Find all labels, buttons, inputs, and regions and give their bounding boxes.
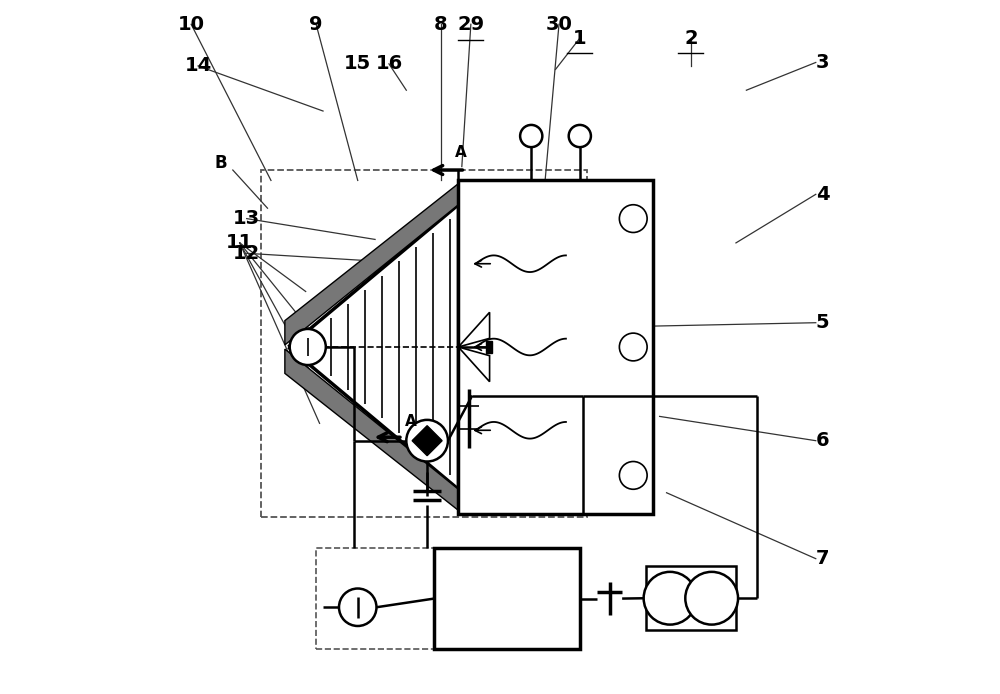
- Circle shape: [520, 125, 542, 147]
- Text: 12: 12: [233, 244, 260, 263]
- Text: 13: 13: [233, 209, 260, 228]
- Text: 5: 5: [816, 313, 829, 332]
- Text: 6: 6: [816, 431, 829, 450]
- Text: 8: 8: [434, 15, 448, 34]
- Polygon shape: [285, 184, 458, 345]
- Bar: [646, 566, 736, 630]
- Text: A: A: [405, 414, 417, 429]
- Text: 14: 14: [184, 56, 212, 76]
- Text: 2: 2: [684, 28, 698, 48]
- Text: 11: 11: [226, 233, 253, 253]
- Text: 4: 4: [816, 185, 829, 204]
- Circle shape: [569, 125, 591, 147]
- Text: 9: 9: [309, 15, 323, 34]
- Bar: [458, 180, 653, 514]
- Circle shape: [290, 329, 326, 365]
- Polygon shape: [458, 347, 490, 382]
- Circle shape: [406, 420, 448, 462]
- Bar: [316, 548, 441, 649]
- Text: 7: 7: [816, 549, 829, 568]
- Circle shape: [339, 589, 376, 626]
- Text: B: B: [215, 154, 227, 172]
- Text: 29: 29: [457, 15, 484, 34]
- Polygon shape: [458, 312, 490, 347]
- Text: 10: 10: [178, 15, 205, 34]
- Bar: [434, 548, 580, 649]
- Text: 16: 16: [375, 54, 403, 74]
- Polygon shape: [285, 349, 458, 510]
- Text: 30: 30: [546, 15, 572, 34]
- Bar: [261, 170, 587, 517]
- Text: 3: 3: [816, 53, 829, 72]
- Circle shape: [619, 333, 647, 361]
- Text: 1: 1: [573, 28, 587, 48]
- Text: 15: 15: [344, 54, 371, 74]
- Polygon shape: [412, 425, 442, 456]
- Text: A: A: [455, 144, 467, 160]
- Circle shape: [619, 462, 647, 489]
- Circle shape: [685, 572, 738, 625]
- Bar: [486, 341, 492, 353]
- Circle shape: [644, 572, 696, 625]
- Circle shape: [619, 205, 647, 232]
